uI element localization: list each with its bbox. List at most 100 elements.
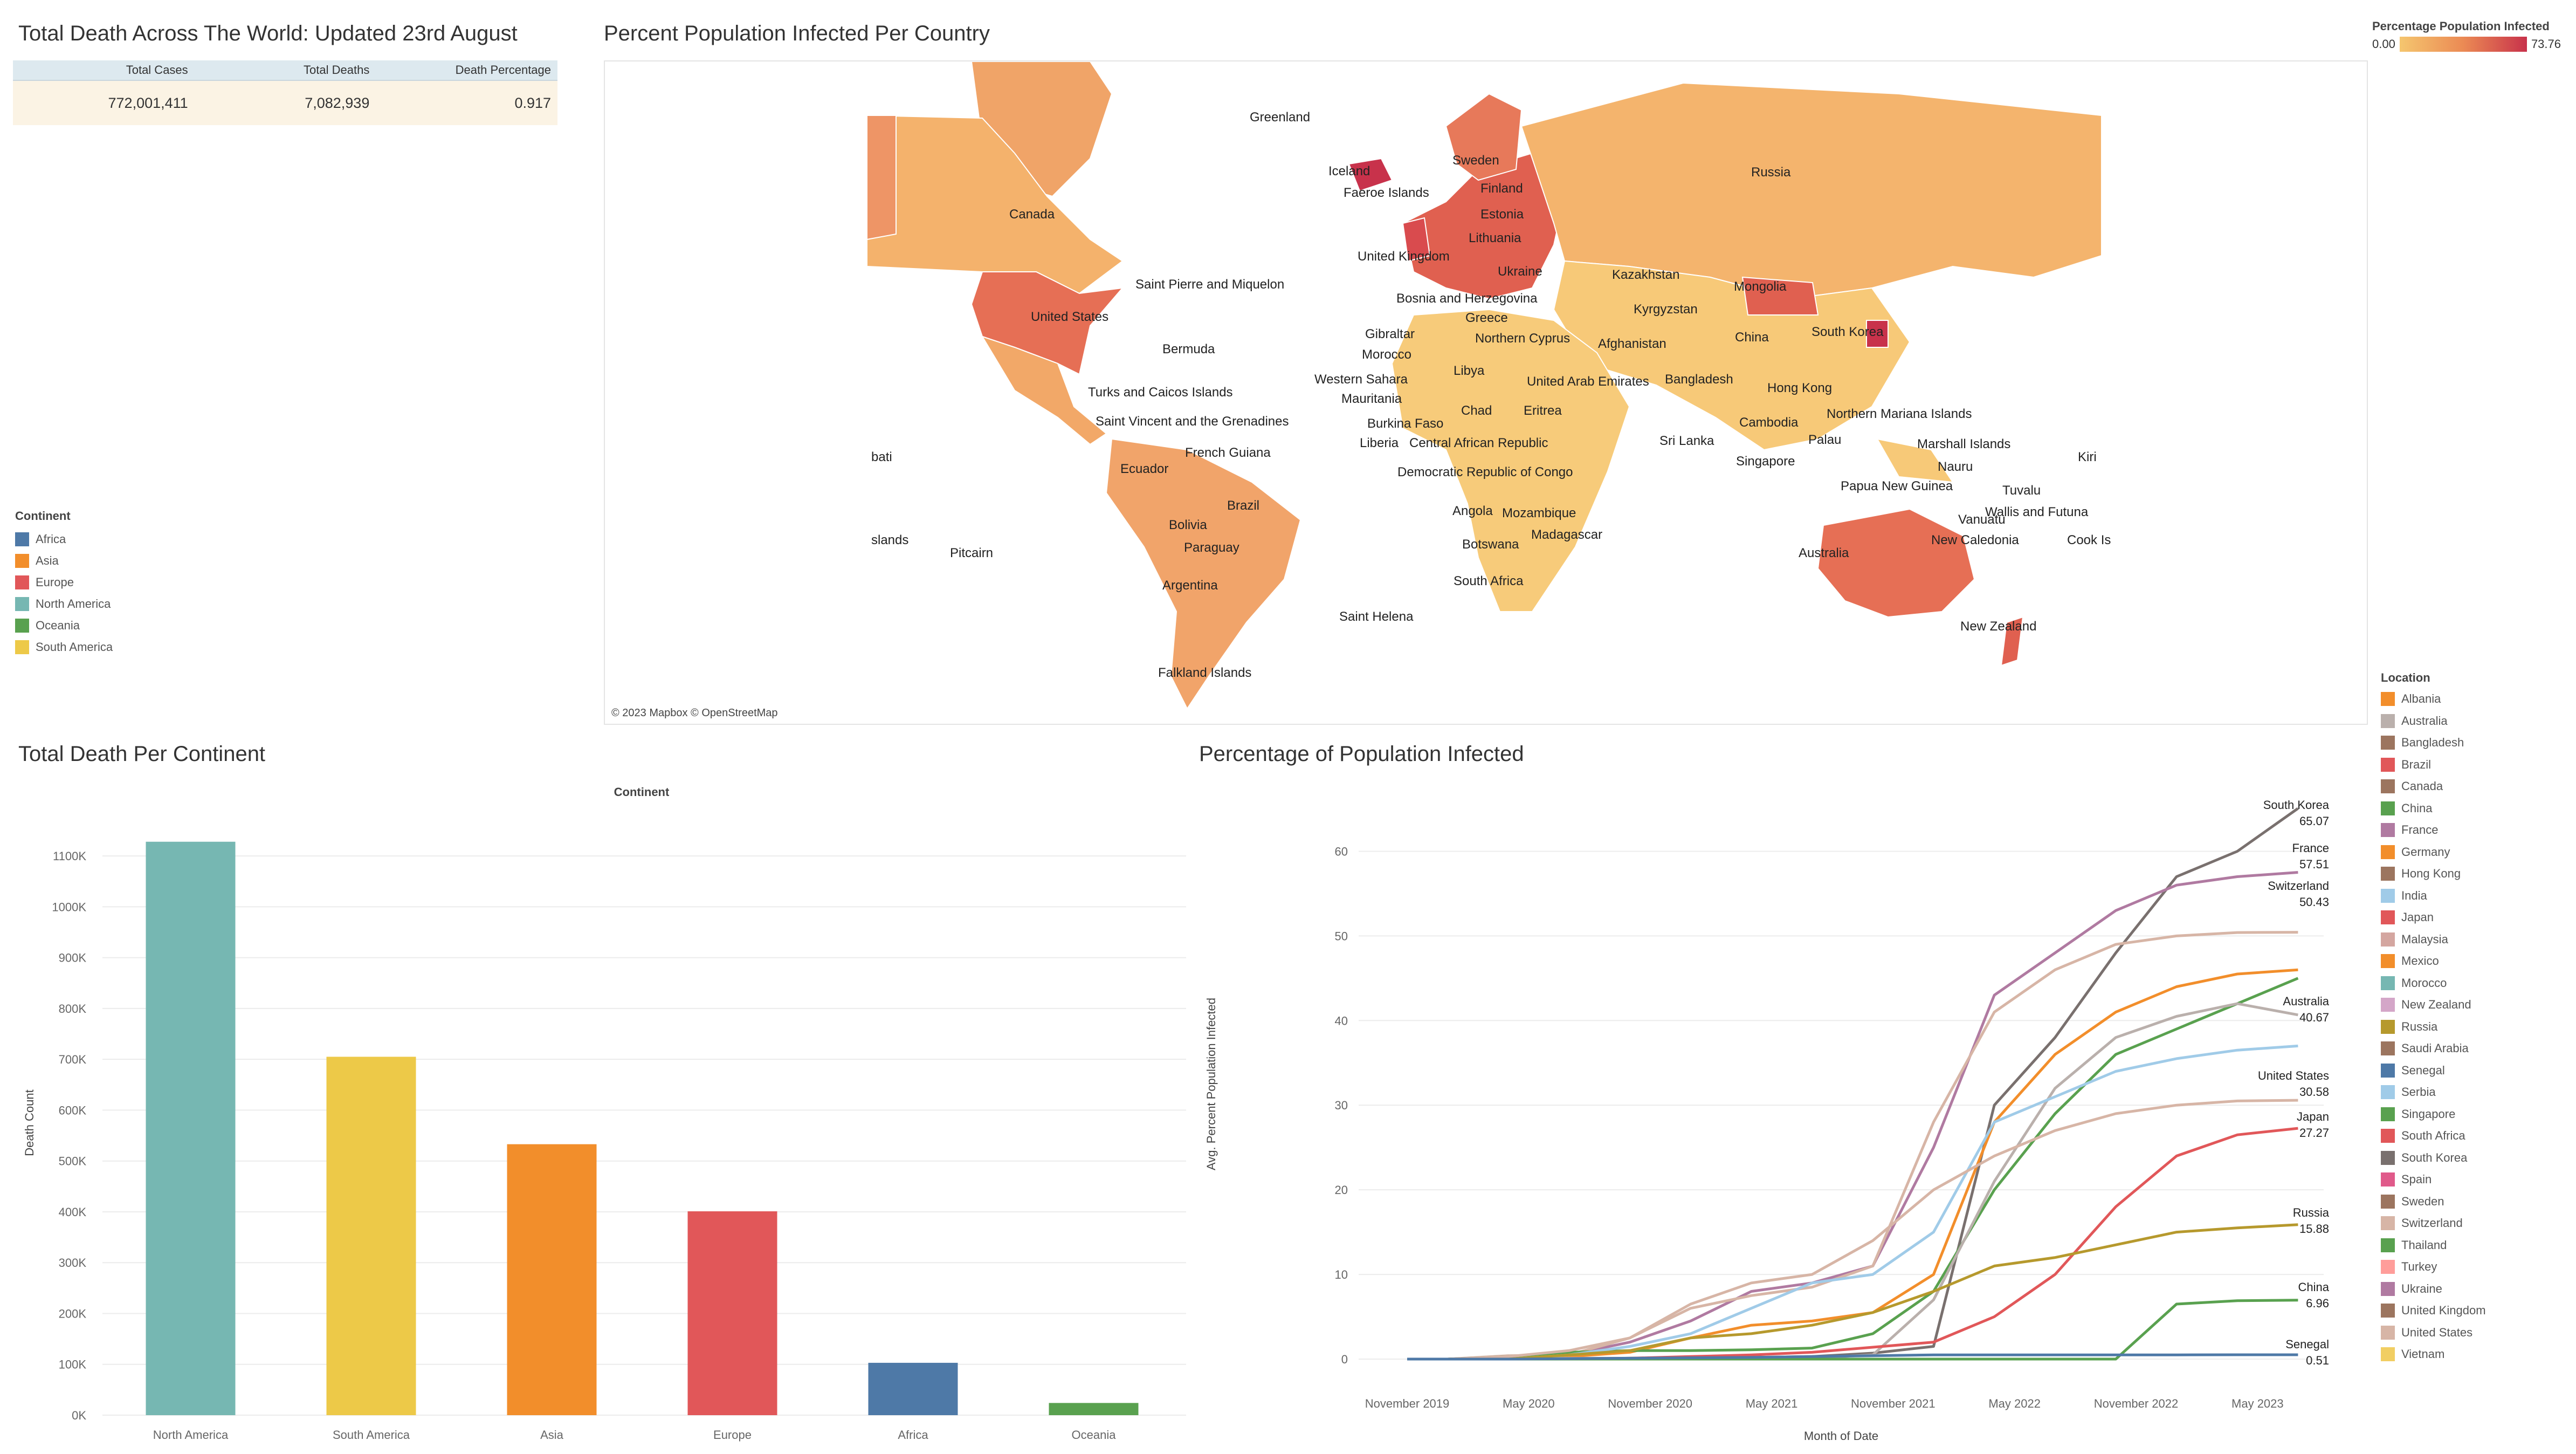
- line-end-label-russia: Russia: [2293, 1206, 2330, 1219]
- map-label-argentina: Argentina: [1162, 578, 1218, 593]
- location-legend-item-germany[interactable]: Germany: [2381, 841, 2486, 863]
- continent-legend-item-oceania[interactable]: Oceania: [15, 615, 113, 636]
- legend-label: Switzerland: [2401, 1216, 2463, 1230]
- bar-y-tick: 1100K: [53, 849, 86, 863]
- location-legend-item-hong-kong[interactable]: Hong Kong: [2381, 863, 2486, 885]
- location-legend-item-south-africa[interactable]: South Africa: [2381, 1125, 2486, 1147]
- legend-swatch: [2381, 932, 2395, 947]
- country-scandinavia[interactable]: [1445, 93, 1523, 181]
- location-legend-item-new-zealand[interactable]: New Zealand: [2381, 994, 2486, 1016]
- location-legend-item-india[interactable]: India: [2381, 885, 2486, 907]
- line-y-tick: 50: [1335, 929, 1348, 943]
- country-alaska[interactable]: [866, 115, 897, 241]
- location-legend-item-canada[interactable]: Canada: [2381, 776, 2486, 798]
- line-series-senegal[interactable]: [1407, 1353, 2298, 1361]
- bar-asia[interactable]: [507, 1144, 597, 1415]
- bar-africa[interactable]: [868, 1362, 958, 1415]
- location-legend-item-china[interactable]: China: [2381, 798, 2486, 820]
- location-legend-item-serbia[interactable]: Serbia: [2381, 1081, 2486, 1103]
- continent-legend-item-europe[interactable]: Europe: [15, 572, 113, 593]
- line-series-france[interactable]: [1407, 871, 2298, 1361]
- location-legend-item-france[interactable]: France: [2381, 819, 2486, 841]
- map-label-south-africa: South Africa: [1454, 574, 1524, 588]
- location-legend-item-ukraine[interactable]: Ukraine: [2381, 1278, 2486, 1300]
- legend-swatch: [2381, 1063, 2395, 1078]
- bar-oceania[interactable]: [1049, 1403, 1139, 1415]
- location-legend-item-bangladesh[interactable]: Bangladesh: [2381, 732, 2486, 754]
- location-legend-item-spain[interactable]: Spain: [2381, 1169, 2486, 1191]
- line-series-japan[interactable]: [1407, 1127, 2298, 1361]
- bar-y-tick: 700K: [59, 1053, 87, 1066]
- continent-legend-item-africa[interactable]: Africa: [15, 529, 113, 550]
- country-australia[interactable]: [1817, 508, 1975, 618]
- map-label-bosnia-and-herzegovina: Bosnia and Herzegovina: [1396, 291, 1538, 306]
- bar-europe[interactable]: [687, 1211, 777, 1415]
- location-legend-item-sweden[interactable]: Sweden: [2381, 1191, 2486, 1213]
- location-legend-item-malaysia[interactable]: Malaysia: [2381, 929, 2486, 951]
- continent-africa[interactable]: [1391, 308, 1630, 612]
- map-label-botswana: Botswana: [1462, 537, 1519, 552]
- country-new-zealand[interactable]: [2000, 616, 2024, 667]
- line-series-australia[interactable]: [1407, 1002, 2298, 1361]
- country-united-kingdom[interactable]: [1402, 217, 1431, 262]
- bar-south-america[interactable]: [326, 1057, 416, 1415]
- location-legend-item-united-kingdom[interactable]: United Kingdom: [2381, 1300, 2486, 1322]
- location-legend-item-senegal[interactable]: Senegal: [2381, 1060, 2486, 1082]
- line-series-russia[interactable]: [1407, 1223, 2298, 1361]
- location-legend-item-united-states[interactable]: United States: [2381, 1322, 2486, 1344]
- line-series-singapore[interactable]: [1407, 977, 2299, 1361]
- line-series-united-states[interactable]: [1407, 1099, 2298, 1361]
- bar-x-label-oceania: Oceania: [1072, 1428, 1117, 1442]
- location-legend-item-mexico[interactable]: Mexico: [2381, 950, 2486, 972]
- continent-legend-item-asia[interactable]: Asia: [15, 550, 113, 572]
- kpi-header-total-deaths: Total Deaths: [304, 63, 370, 77]
- location-legend-item-vietnam[interactable]: Vietnam: [2381, 1343, 2486, 1366]
- legend-swatch: [2381, 1041, 2395, 1056]
- location-legend-item-turkey[interactable]: Turkey: [2381, 1256, 2486, 1278]
- location-legend-item-japan[interactable]: Japan: [2381, 907, 2486, 929]
- colorbar-max: 73.76: [2531, 37, 2561, 51]
- location-legend-item-singapore[interactable]: Singapore: [2381, 1103, 2486, 1126]
- location-legend-item-brazil[interactable]: Brazil: [2381, 754, 2486, 776]
- legend-label: Russia: [2401, 1019, 2438, 1033]
- map-label-libya: Libya: [1454, 364, 1485, 378]
- continent-south-america[interactable]: [1105, 438, 1301, 710]
- continent-legend-item-north-america[interactable]: North America: [15, 593, 113, 615]
- country-mongolia[interactable]: [1741, 276, 1819, 316]
- country-south-korea[interactable]: [1866, 320, 1889, 348]
- location-legend-item-albania[interactable]: Albania: [2381, 688, 2486, 710]
- legend-label: Ukraine: [2401, 1281, 2442, 1295]
- country-mexico[interactable]: [981, 335, 1107, 445]
- legend-swatch: [2381, 976, 2395, 990]
- line-end-label-australia: Australia: [2283, 995, 2329, 1008]
- location-legend-item-saudi-arabia[interactable]: Saudi Arabia: [2381, 1038, 2486, 1060]
- map-label-afghanistan: Afghanistan: [1598, 337, 1666, 351]
- line-series-switzerland[interactable]: [1407, 931, 2298, 1361]
- country-united-states[interactable]: [970, 271, 1124, 375]
- country-iceland[interactable]: [1348, 157, 1393, 192]
- map-label-saint-helena: Saint Helena: [1339, 609, 1414, 624]
- bar-y-tick: 500K: [59, 1155, 87, 1168]
- legend-swatch: [2381, 1172, 2395, 1187]
- bar-north-america[interactable]: [146, 841, 236, 1415]
- map-label-greece: Greece: [1465, 311, 1508, 325]
- location-legend-item-switzerland[interactable]: Switzerland: [2381, 1212, 2486, 1234]
- world-map[interactable]: Greenland Iceland Faeroe Islands Sweden Finl…: [604, 60, 2368, 725]
- location-legend-item-south-korea[interactable]: South Korea: [2381, 1147, 2486, 1169]
- line-x-tick: May 2022: [1988, 1397, 2041, 1410]
- continent-europe[interactable]: [1402, 152, 1566, 300]
- legend-label: Canada: [2401, 779, 2443, 793]
- region-southeast-asia-islands[interactable]: [1876, 438, 1954, 483]
- location-legend-item-russia[interactable]: Russia: [2381, 1016, 2486, 1038]
- legend-label: Mexico: [2401, 954, 2439, 968]
- location-legend-item-australia[interactable]: Australia: [2381, 710, 2486, 732]
- location-legend-item-morocco[interactable]: Morocco: [2381, 972, 2486, 995]
- country-canada[interactable]: [866, 114, 1124, 294]
- continent-legend-item-south-america[interactable]: South America: [15, 636, 113, 658]
- map-label-central-african-republic: Central African Republic: [1409, 436, 1548, 450]
- line-end-value-japan: 27.27: [2299, 1126, 2329, 1140]
- line-series-india[interactable]: [1407, 1044, 2298, 1361]
- map-label-northern-mariana-islands: Northern Mariana Islands: [1827, 407, 1972, 421]
- location-legend-item-thailand[interactable]: Thailand: [2381, 1234, 2486, 1257]
- map-label-burkina-faso: Burkina Faso: [1367, 416, 1444, 431]
